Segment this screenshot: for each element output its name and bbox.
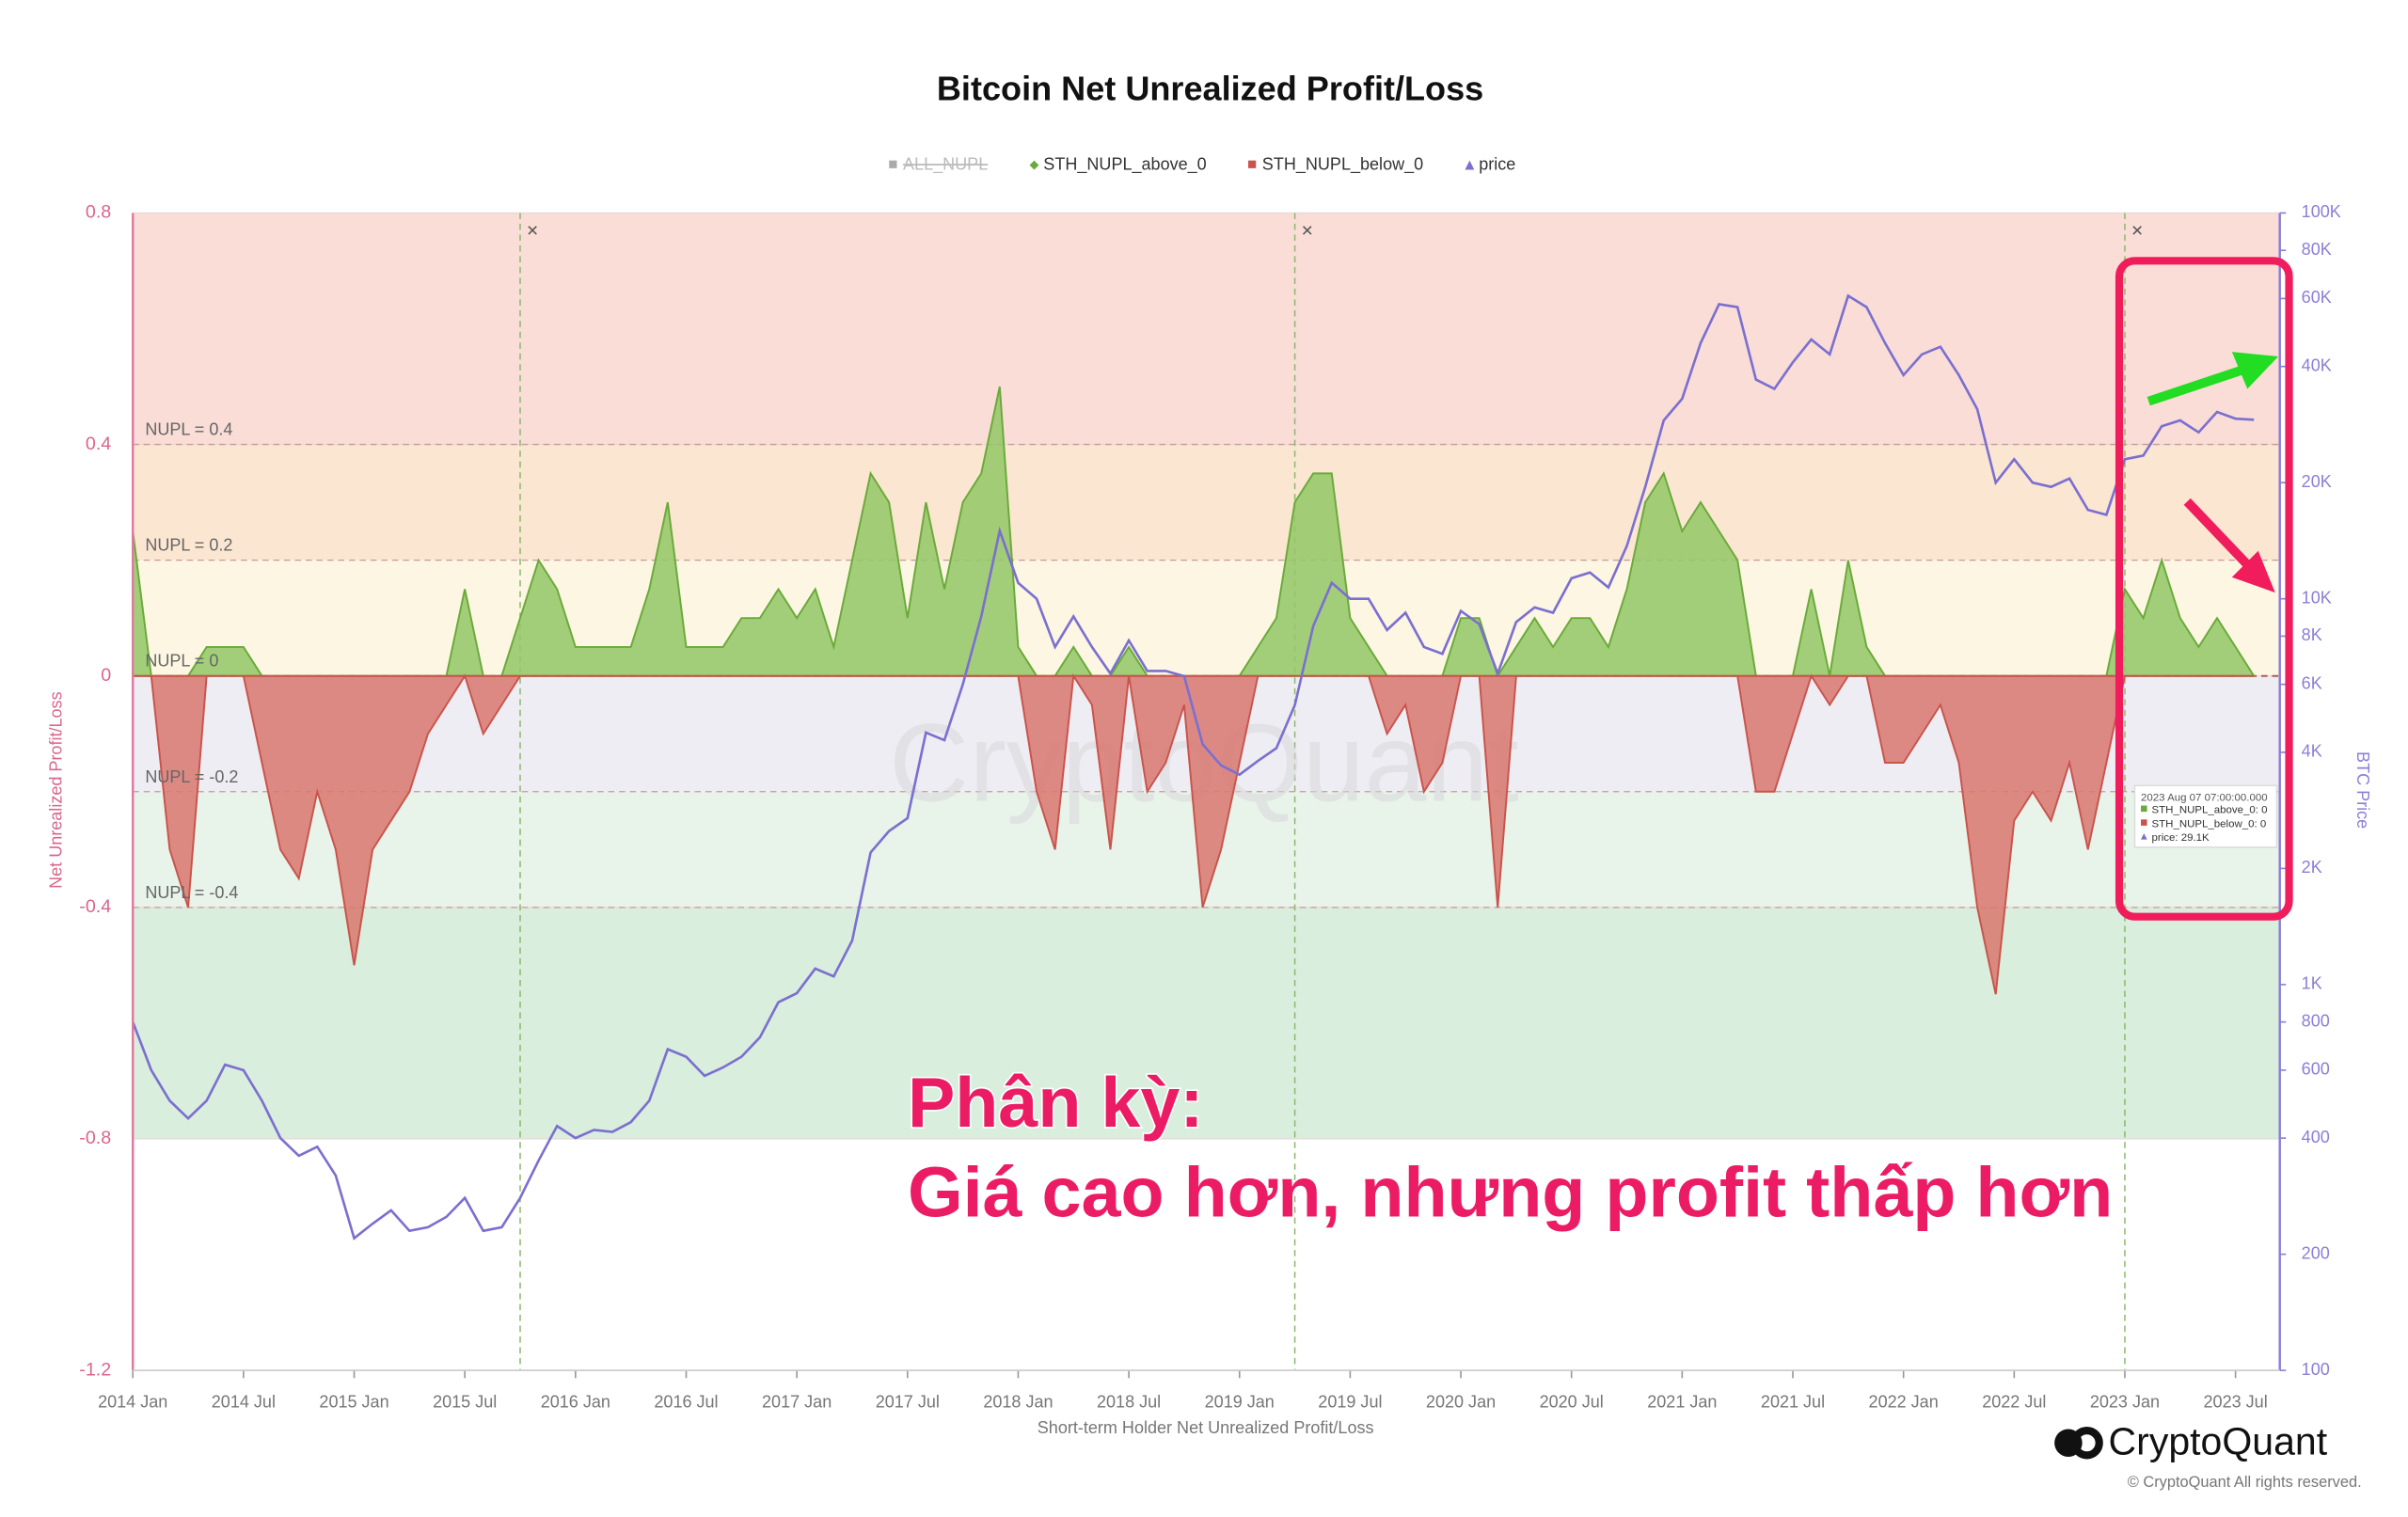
y2-tick-label: 20K [2302, 472, 2332, 491]
band [133, 213, 2280, 445]
event-label: × [527, 219, 538, 242]
x-tick-label: 2015 Jan [319, 1392, 388, 1411]
chart-title: Bitcoin Net Unrealized Profit/Loss [937, 69, 1483, 107]
logo-mark [2070, 1427, 2103, 1460]
legend-label: price [1479, 154, 1515, 173]
x-tick-label: 2020 Jan [1426, 1392, 1496, 1411]
annotation: Phân kỳ: [908, 1063, 1204, 1142]
x-tick-label: 2017 Jul [876, 1392, 940, 1411]
price-line [131, 293, 2255, 1240]
x-tick-label: 2021 Jul [1761, 1392, 1825, 1411]
legend-swatch [1465, 160, 1475, 170]
band [133, 907, 2280, 1139]
arrow-head [2231, 550, 2275, 593]
x-tick-label: 2021 Jan [1647, 1392, 1717, 1411]
x-tick-label: 2017 Jan [762, 1392, 832, 1411]
arrow-shaft [2147, 366, 2243, 406]
legend-label: STH_NUPL_below_0 [1262, 154, 1423, 174]
highlight-box [2115, 257, 2293, 921]
legend: ALL_NUPL STH_NUPL_above_0 STH_NUPL_below_0… [889, 154, 1515, 174]
tooltip-swatch [2141, 819, 2147, 826]
y2-tick-label: 4K [2302, 742, 2322, 761]
x-tick-label: 2022 Jan [1869, 1392, 1939, 1411]
level-label: NUPL = -0.2 [145, 767, 238, 786]
area [133, 672, 2255, 995]
x-tick-label: 2014 Jul [212, 1392, 276, 1411]
x-tick-label: 2018 Jan [983, 1392, 1053, 1411]
red-arrow [2183, 498, 2275, 593]
level-label: NUPL = -0.4 [145, 883, 238, 902]
tooltip-swatch [2141, 833, 2147, 840]
y2-tick-label: 6K [2302, 673, 2322, 692]
tooltip-swatch [2141, 805, 2147, 813]
x-tick-label: 2023 Jan [2090, 1392, 2160, 1411]
copyright: © CryptoQuant All rights reserved. [2128, 1474, 2362, 1491]
tooltip-line: STH_NUPL_below_0: 0 [2152, 818, 2267, 830]
x-tick-label: 2023 Jul [2204, 1392, 2268, 1411]
y2-tick-label: 40K [2302, 356, 2332, 374]
tooltip: 2023 Aug 07 07:00:00.000 STH_NUPL_above_… [2133, 784, 2278, 848]
legend-swatch [889, 160, 897, 168]
y2-tick-label: 600 [2302, 1060, 2330, 1079]
event-label: × [1301, 219, 1312, 242]
y2-tick-label: 100K [2302, 202, 2341, 221]
x-tick-label: 2016 Jul [654, 1392, 718, 1411]
y2-tick-label: 1K [2302, 974, 2322, 993]
y-tick-label: 0.4 [86, 434, 111, 454]
brand: CryptoQuant [2109, 1420, 2328, 1463]
y-tick-label: -0.8 [79, 1128, 111, 1148]
y2-tick-label: 8K [2302, 625, 2322, 644]
y2-tick-label: 800 [2302, 1011, 2330, 1030]
y-tick-label: -0.4 [79, 896, 111, 917]
y2-tick-label: 10K [2302, 588, 2332, 607]
x-tick-label: 2020 Jul [1540, 1392, 1604, 1411]
level-label: NUPL = 0.4 [145, 420, 232, 439]
y-tick-label: 0.8 [86, 202, 111, 223]
x-tick-label: 2014 Jan [98, 1392, 167, 1411]
y-axis-title: Net Unrealized Profit/Loss [47, 691, 66, 888]
x-tick-label: 2018 Jul [1097, 1392, 1161, 1411]
tooltip-time: 2023 Aug 07 07:00:00.000 [2141, 792, 2268, 803]
y2-tick-label: 2K [2302, 858, 2322, 877]
y2-tick-label: 100 [2302, 1360, 2330, 1379]
y2-tick-label: 400 [2302, 1128, 2330, 1146]
legend-label: STH_NUPL_above_0 [1043, 154, 1206, 174]
level-label: NUPL = 0.2 [145, 536, 232, 555]
x-axis-title: Short-term Holder Net Unrealized Profit/… [1038, 1418, 1374, 1437]
marks [131, 293, 2257, 1240]
brand-logo [2054, 1427, 2103, 1460]
x-tick-label: 2019 Jul [1318, 1392, 1382, 1411]
level-label: NUPL = 0 [145, 652, 218, 671]
x-tick-label: 2022 Jul [1982, 1392, 2046, 1411]
legend-label: ALL_NUPL [903, 154, 988, 174]
y2-tick-label: 60K [2302, 288, 2332, 307]
x-tick-label: 2019 Jan [1205, 1392, 1275, 1411]
tooltip-box [2133, 784, 2278, 848]
y2-axis-title: BTC Price [2353, 751, 2372, 829]
arrow-shaft [2183, 498, 2255, 572]
band [133, 444, 2280, 561]
y2-tick-label: 80K [2302, 240, 2332, 259]
axes: 0.8 0.4 0 -0.4 -0.8 -1.2 NUPL = 0.4 NUPL = 0.2 N… [79, 202, 2340, 1412]
x-tick-label: 2016 Jan [541, 1392, 610, 1411]
y-tick-label: -1.2 [79, 1359, 111, 1380]
tooltip-line: price: 29.1K [2152, 832, 2210, 844]
band [133, 560, 2280, 676]
y-tick-label: 0 [101, 665, 111, 686]
annotation: Giá cao hơn, nhưng profit thấp hơn [908, 1152, 2113, 1231]
x-tick-label: 2015 Jul [433, 1392, 497, 1411]
legend-swatch [1248, 160, 1257, 168]
event-label: × [2131, 219, 2143, 242]
y2-tick-label: 200 [2302, 1243, 2330, 1262]
tooltip-line: STH_NUPL_above_0: 0 [2152, 805, 2268, 816]
